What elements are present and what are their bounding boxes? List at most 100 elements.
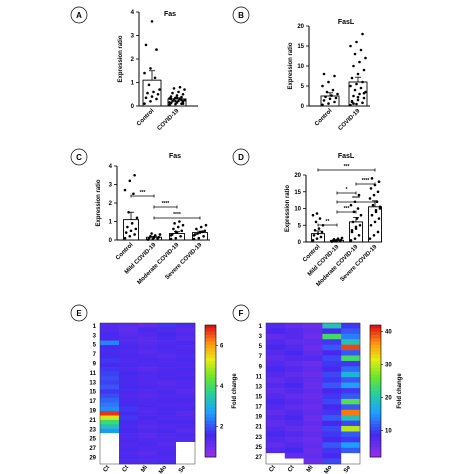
heatmap-cell	[138, 415, 158, 421]
heatmap-cell	[100, 345, 120, 350]
x-tick-label: Moderate COVID-19	[137, 242, 181, 286]
heatmap-cell	[303, 366, 323, 373]
colorbar-segment	[205, 391, 216, 395]
data-point	[355, 82, 358, 86]
colorbar-segment	[205, 348, 216, 352]
data-point	[147, 236, 151, 240]
heatmap-cell	[303, 404, 323, 411]
colorbar-segment	[370, 437, 381, 441]
data-point	[150, 20, 154, 23]
data-point	[372, 193, 376, 197]
row-label: 27	[255, 455, 262, 461]
heatmap-cell	[176, 331, 196, 337]
data-point	[176, 225, 180, 229]
colorbar-segment	[205, 414, 216, 418]
colorbar-segment	[370, 384, 381, 389]
y-tick-label: 10	[294, 207, 301, 213]
data-point	[376, 190, 380, 194]
heatmap-cell	[266, 409, 286, 416]
heatmap-cell	[284, 436, 304, 443]
data-point	[319, 235, 323, 239]
heatmap-cell	[138, 397, 158, 403]
data-point	[177, 90, 180, 94]
heatmap-cell	[119, 441, 139, 447]
heatmap-cell	[100, 437, 120, 443]
heatmap-cell	[284, 366, 304, 373]
data-point	[174, 102, 177, 106]
heatmap-cell	[341, 436, 361, 443]
heatmap-cell	[119, 437, 139, 443]
colorbar-segment	[370, 407, 381, 412]
heatmap-cell	[157, 327, 177, 333]
heatmap-cell	[266, 398, 286, 405]
heatmap-cell	[341, 442, 361, 449]
data-point	[327, 80, 330, 84]
heatmap-cell	[322, 323, 342, 329]
heatmap-cell	[341, 409, 361, 416]
y-axis-label: Expression ratio	[288, 42, 294, 89]
heatmap-cell	[157, 367, 177, 372]
heatmap-cell	[157, 437, 177, 443]
data-point	[324, 95, 327, 99]
colorbar-segment	[205, 374, 216, 379]
data-point	[370, 177, 374, 180]
colorbar-frame	[369, 324, 382, 458]
data-point	[175, 94, 179, 97]
data-point	[144, 96, 148, 100]
y-tick-label: 0	[131, 104, 135, 110]
heatmap-cell	[176, 406, 196, 412]
heatmap-cell	[266, 355, 286, 362]
heatmap-cell	[341, 333, 361, 340]
significance-label: *	[346, 187, 348, 193]
heatmap-cell	[176, 393, 196, 399]
heatmap-cell	[138, 437, 158, 443]
heatmap-cell	[100, 397, 120, 403]
data-point	[351, 220, 355, 224]
data-point	[355, 102, 358, 106]
heatmap-cell	[303, 344, 323, 351]
heatmap-cell	[322, 426, 342, 432]
heatmap-cell	[100, 433, 120, 438]
heatmap-cell	[138, 446, 158, 452]
data-point	[356, 98, 360, 102]
heatmap-cell	[157, 345, 177, 350]
heatmap-cell	[119, 397, 139, 403]
heatmap-cell	[176, 380, 196, 385]
heatmap-cell	[176, 336, 196, 341]
heatmap-cell	[157, 415, 177, 421]
heatmap-cell	[138, 393, 158, 399]
data-point	[356, 72, 360, 76]
heatmap-cell	[100, 441, 120, 447]
data-point	[349, 239, 353, 242]
data-point	[321, 103, 324, 107]
panel-label-b: B	[238, 11, 244, 20]
heatmap-cell	[157, 397, 177, 403]
data-point	[143, 102, 146, 105]
heatmap-cell	[284, 393, 304, 400]
heatmap-cell	[341, 426, 361, 432]
colorbar-segment	[370, 400, 381, 405]
data-point	[354, 225, 358, 229]
heatmap-cell	[322, 377, 342, 383]
data-point	[350, 99, 354, 103]
heatmap-cell	[284, 420, 304, 427]
heatmap-cell	[119, 419, 139, 425]
x-tick-label: Control	[314, 108, 334, 128]
data-point	[349, 103, 352, 107]
heatmap-cell	[341, 420, 361, 427]
data-point	[169, 234, 173, 237]
heatmap-cell	[119, 424, 139, 430]
colorbar-segment	[205, 443, 216, 448]
colorbar-segment	[205, 367, 216, 372]
heatmap-cell	[119, 406, 139, 412]
data-point	[362, 68, 366, 72]
data-point	[158, 233, 162, 236]
heatmap-cell	[100, 393, 120, 399]
heatmap-cell	[100, 380, 120, 385]
data-point	[198, 231, 202, 234]
colorbar-tick-label: 30	[385, 363, 392, 369]
data-point	[181, 100, 185, 104]
heatmap-cell	[176, 402, 196, 408]
panel-label-e: E	[76, 309, 82, 318]
colorbar-segment	[370, 371, 381, 375]
